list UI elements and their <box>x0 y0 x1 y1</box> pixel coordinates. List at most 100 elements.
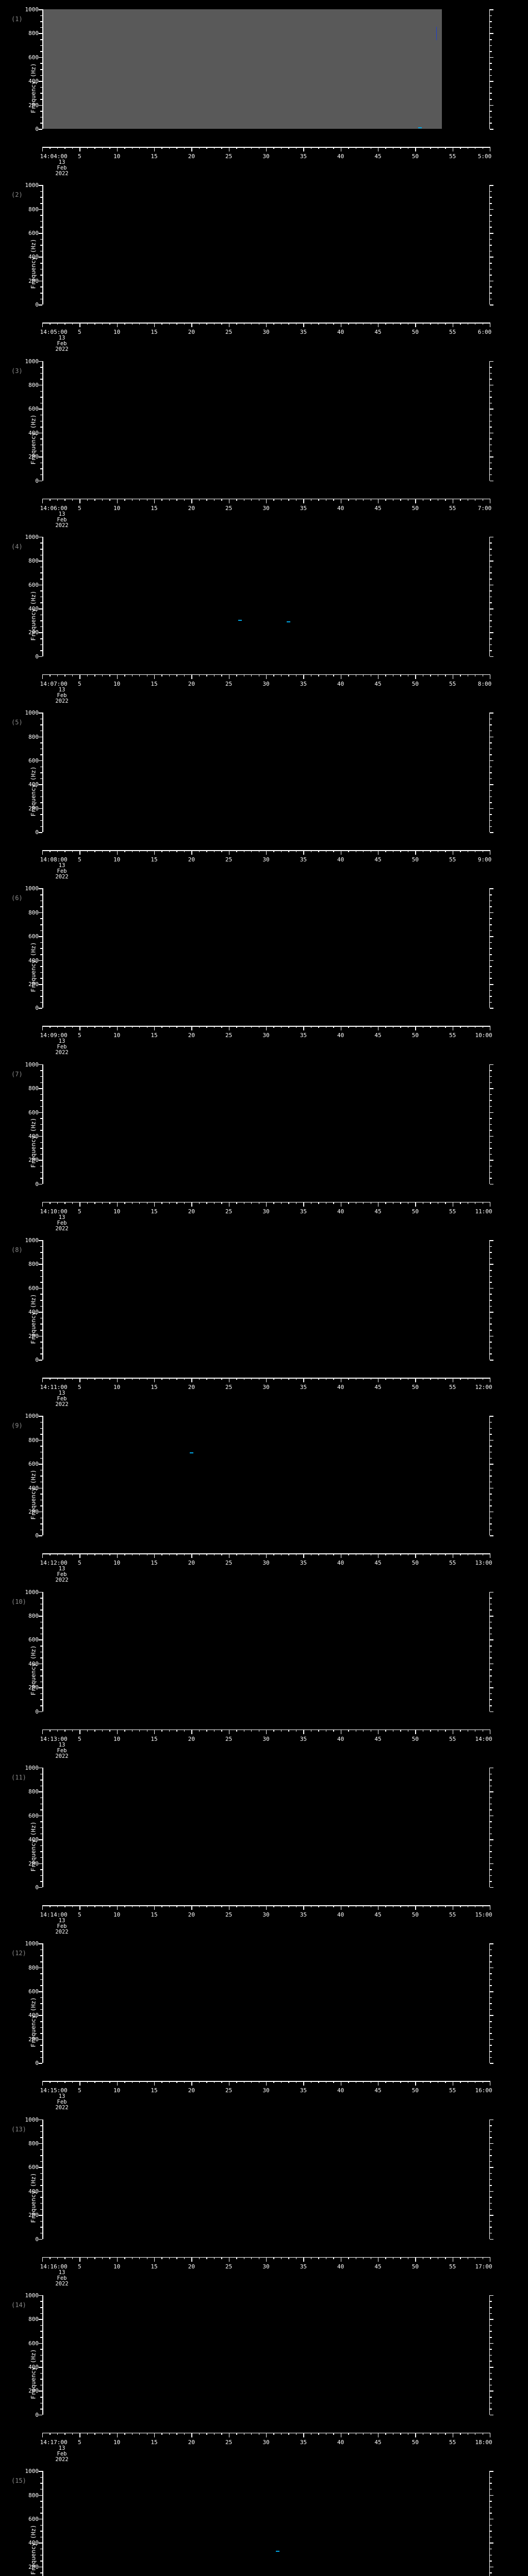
y-tick <box>40 1785 42 1787</box>
x-tick-minor <box>363 1201 364 1204</box>
x-tick-minor <box>385 1378 386 1380</box>
y-tick-right <box>490 1687 493 1688</box>
y-tick-right <box>490 2149 492 2150</box>
x-tick-minor <box>348 1201 349 1204</box>
x-tick-label: 45 <box>374 2263 382 2270</box>
y-tick-right <box>490 942 492 943</box>
x-tick <box>117 2081 118 2086</box>
y-tick-right <box>490 2566 493 2568</box>
y-tick <box>40 972 42 973</box>
x-tick-minor <box>333 2257 334 2259</box>
y-tick-right <box>490 972 492 973</box>
x-tick-minor <box>333 1201 334 1204</box>
x-tick-minor <box>206 1729 207 1732</box>
y-tick <box>40 1609 42 1611</box>
x-tick-label: 15 <box>151 153 158 160</box>
y-tick-right <box>490 2033 492 2034</box>
x-tick-minor <box>199 2081 200 2083</box>
y-tick-label: 600 <box>28 581 39 588</box>
x-tick-minor <box>161 2257 162 2259</box>
x-tick-minor <box>109 323 110 325</box>
x-tick-minor <box>109 1378 110 1380</box>
x-axis-start-label: 14:07:00 <box>40 680 68 687</box>
x-tick-minor <box>363 1378 364 1380</box>
date-line: 13 <box>58 1741 65 1748</box>
x-tick-minor <box>57 498 58 501</box>
x-tick-minor <box>57 323 58 325</box>
axis-spine-left <box>42 1064 43 1184</box>
y-tick <box>40 638 42 639</box>
y-tick-right <box>490 2173 492 2174</box>
date-line: 2022 <box>55 874 69 880</box>
x-tick-minor <box>236 1905 237 1907</box>
x-tick-minor <box>206 850 207 853</box>
y-tick <box>40 450 42 452</box>
y-tick-right <box>490 1967 493 1969</box>
x-tick-minor <box>64 1026 65 1028</box>
detection-marker <box>436 26 437 40</box>
y-tick-right <box>490 1535 493 1536</box>
y-tick <box>39 1511 42 1513</box>
x-tick-label: 20 <box>188 2263 195 2270</box>
y-tick-right <box>490 1469 492 1471</box>
y-tick <box>40 1118 42 1119</box>
x-tick-label: 40 <box>337 856 344 863</box>
y-tick-right <box>490 754 492 755</box>
y-tick-right <box>490 384 493 386</box>
y-tick-right <box>490 638 492 639</box>
x-tick-label: 30 <box>262 504 270 512</box>
spectrogram-panel: (15)Frequency (Hz)0200400600800100014:18… <box>0 2462 528 2576</box>
x-tick-label: 35 <box>300 1208 307 1215</box>
x-tick-minor <box>169 2257 170 2259</box>
x-tick-label: 40 <box>337 153 344 160</box>
x-tick-minor <box>94 2081 95 2083</box>
y-tick-right <box>490 1458 492 1459</box>
y-tick <box>40 1961 42 1962</box>
y-tick <box>40 1165 42 1167</box>
plot-area <box>39 2295 493 2416</box>
detection-marker <box>238 620 242 621</box>
y-tick <box>40 1124 42 1125</box>
y-tick <box>40 2179 42 2180</box>
y-tick-right <box>490 444 492 446</box>
y-tick-right <box>490 1317 492 1319</box>
y-tick <box>40 1621 42 1623</box>
x-tick-minor <box>124 850 125 853</box>
spectrogram-panel: (2) Frequency (Hz) 0 200 400 600 800 1000 14:05:… <box>0 176 528 352</box>
x-tick-minor <box>64 2257 65 2259</box>
y-tick-label: 400 <box>28 253 39 261</box>
x-axis-end-label: 10:00 <box>475 1032 492 1039</box>
x-axis-date-label: 13 Feb 2022 <box>55 863 68 880</box>
axis-spine-left <box>42 2295 43 2415</box>
axis-spine-left <box>42 361 43 481</box>
x-tick-label: 45 <box>374 1208 382 1215</box>
y-tick-right <box>490 480 493 482</box>
x-tick-minor <box>318 2081 319 2083</box>
y-tick <box>40 1154 42 1155</box>
x-axis <box>42 323 491 328</box>
x-tick-minor <box>445 147 446 149</box>
y-tick-right <box>490 2531 492 2532</box>
x-axis-date-label: 13 Feb 2022 <box>55 2445 68 2463</box>
y-tick <box>40 1809 42 1810</box>
x-tick <box>154 1553 155 1558</box>
y-tick <box>39 480 42 482</box>
x-tick-label: 5 <box>78 1911 81 1918</box>
x-tick-minor <box>72 1553 73 1556</box>
y-tick <box>40 2372 42 2374</box>
x-tick-minor <box>221 2081 222 2083</box>
y-tick-right <box>490 33 493 34</box>
y-tick-right <box>490 2307 492 2308</box>
y-tick <box>39 33 42 34</box>
y-tick-right <box>490 1663 493 1665</box>
x-tick <box>266 323 267 328</box>
x-tick-label: 35 <box>300 856 307 863</box>
y-tick-right <box>490 1082 492 1083</box>
y-tick <box>40 742 42 743</box>
y-tick-label: 800 <box>28 1788 39 1795</box>
x-axis-date-label: 13 Feb 2022 <box>55 1918 68 1935</box>
y-tick <box>40 1845 42 1846</box>
y-tick-right <box>490 268 492 270</box>
x-tick-minor <box>385 2081 386 2083</box>
x-tick-label: 25 <box>225 2263 233 2270</box>
